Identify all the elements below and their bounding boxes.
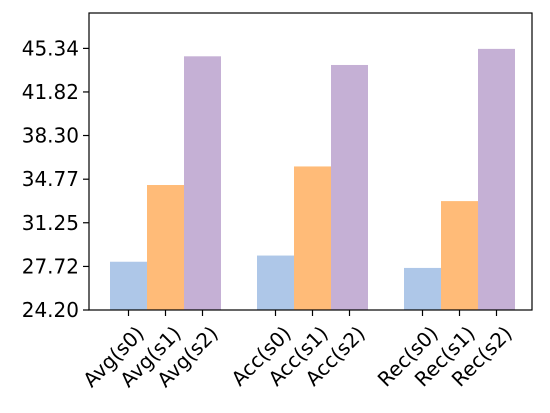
y-tick-label: 31.25	[22, 211, 79, 235]
bar-avgs1	[147, 185, 184, 310]
bar-accs1	[294, 166, 331, 310]
plot-frame	[88, 12, 533, 311]
bar-avgs2	[184, 56, 221, 310]
y-tick-label: 27.72	[22, 254, 79, 278]
y-tick-label: 24.20	[22, 298, 79, 322]
y-tick-label: 34.77	[22, 167, 79, 191]
bar-accs2	[331, 64, 368, 310]
bar-avgs0	[110, 261, 147, 310]
bar-recs1	[441, 201, 478, 310]
y-axis: 24.20 27.72 31.25 34.77 38.30 41.82 45.34	[22, 36, 89, 322]
x-axis: Avg(s0)Avg(s1)Avg(s2) Acc(s0)Acc(s1)Acc(s…	[78, 310, 517, 392]
bar-accs0	[257, 255, 294, 310]
bar-recs0	[404, 267, 441, 310]
y-tick-label: 41.82	[22, 80, 79, 104]
y-tick-label: 45.34	[22, 36, 79, 60]
bars-layer	[110, 48, 515, 310]
y-tick-label: 38.30	[22, 124, 79, 148]
bar-recs2	[478, 48, 515, 310]
